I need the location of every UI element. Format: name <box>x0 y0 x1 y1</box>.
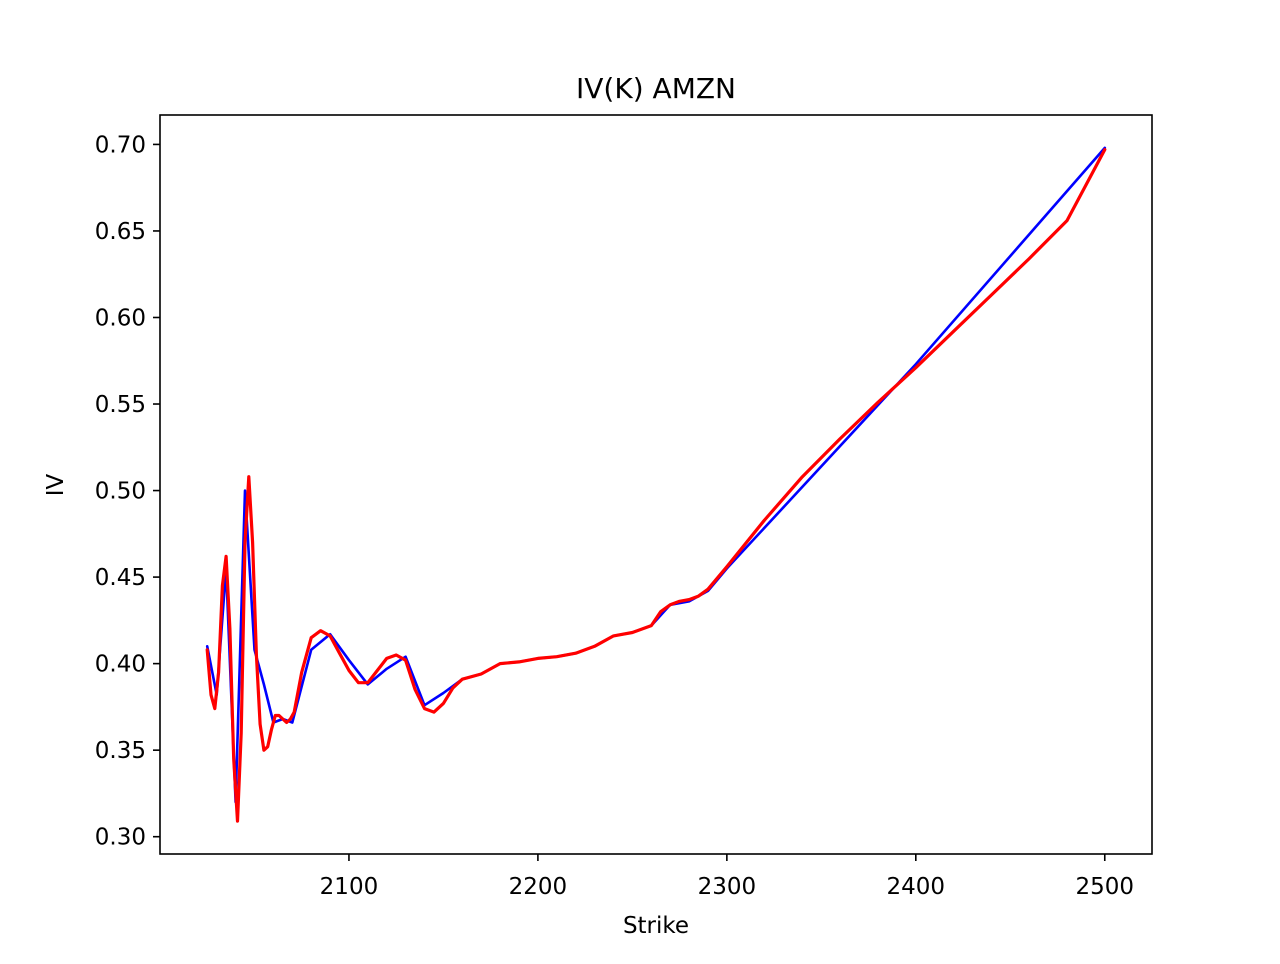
y-tick-label: 0.60 <box>95 305 146 331</box>
y-tick-label: 0.40 <box>95 652 146 678</box>
series-line-2 <box>205 148 1107 823</box>
y-tick-label: 0.50 <box>95 479 146 505</box>
y-tick-label: 0.70 <box>95 132 146 158</box>
x-axis-ticks: 2100 2200 2300 2400 2500 <box>320 854 1134 900</box>
x-tick-label: 2100 <box>320 874 379 900</box>
y-tick-label: 0.65 <box>95 219 146 245</box>
x-tick-label: 2400 <box>887 874 946 900</box>
y-axis-label: IV <box>43 473 69 496</box>
y-tick-label: 0.35 <box>95 738 146 764</box>
chart-title: IV(K) AMZN <box>576 72 736 105</box>
plot-frame <box>159 114 1153 855</box>
y-axis-ticks: 0.30 0.35 0.40 0.45 0.50 0.55 0.60 0.65 0.70 <box>95 132 160 851</box>
x-axis-label: Strike <box>623 913 689 939</box>
y-tick-label: 0.30 <box>95 825 146 851</box>
x-tick-label: 2500 <box>1075 874 1134 900</box>
x-tick-label: 2200 <box>509 874 568 900</box>
y-tick-label: 0.45 <box>95 565 146 591</box>
plot-lines <box>205 146 1107 823</box>
y-tick-label: 0.55 <box>95 392 146 418</box>
x-tick-label: 2300 <box>698 874 757 900</box>
